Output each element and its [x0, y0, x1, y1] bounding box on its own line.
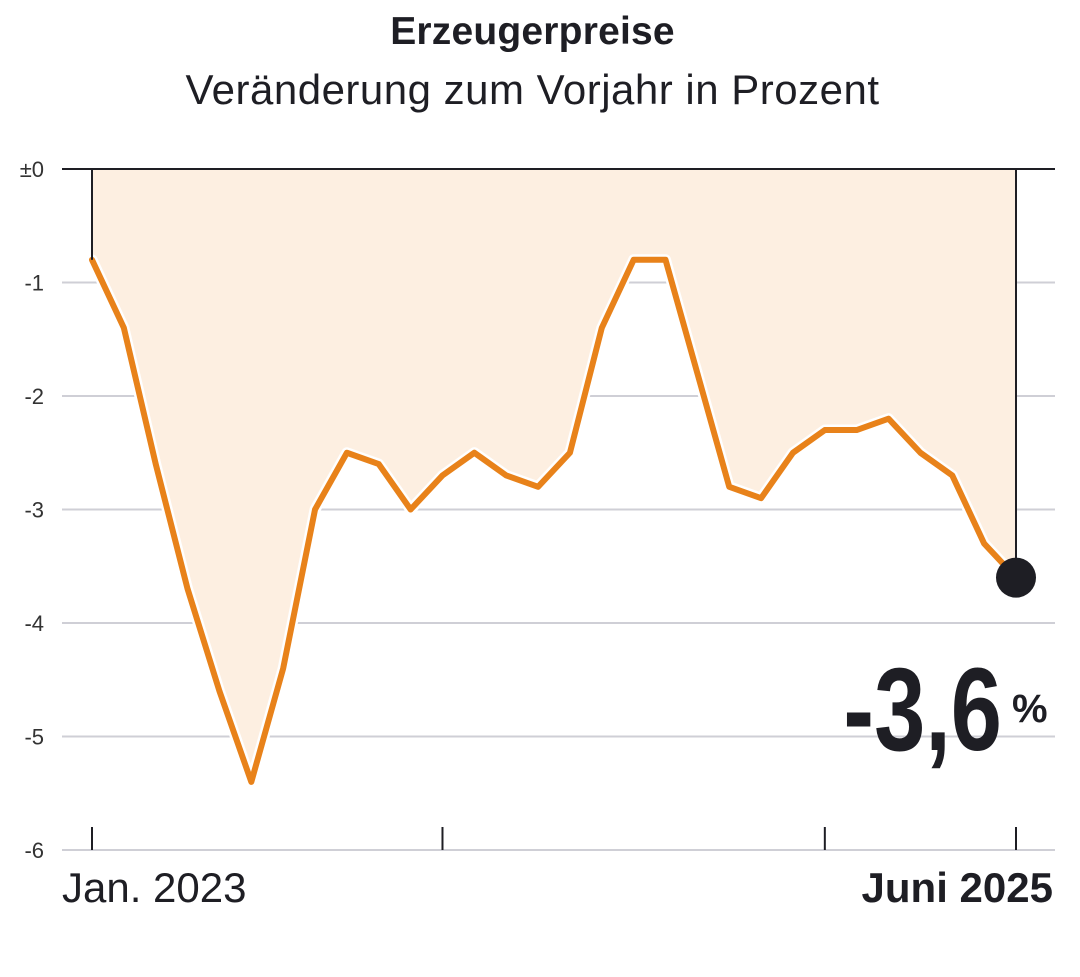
y-tick-label: -2: [24, 384, 44, 409]
series-line-path: [89, 256, 1019, 785]
callout-unit: %: [1012, 687, 1048, 731]
y-tick-label: ±0: [20, 157, 44, 182]
area-fill-shape: [92, 169, 1016, 782]
x-start-label: Jan. 2023: [62, 864, 247, 911]
value-callout: -3,6%: [843, 557, 1048, 776]
axis-labels: ±0 -1 -2 -3 -4 -5 -6 Jan. 2023 Juni 2025: [20, 157, 1053, 911]
chart-subtitle: Veränderung zum Vorjahr in Prozent: [185, 66, 880, 113]
y-tick-label: -4: [24, 611, 44, 636]
area-fill: [92, 169, 1016, 782]
axes: [62, 168, 1055, 851]
chart-title: Erzeugerpreise: [390, 10, 675, 53]
end-point-dot: [996, 557, 1036, 598]
x-end-label: Juni 2025: [862, 864, 1053, 911]
y-tick-label: -1: [24, 271, 44, 296]
callout-value: -3,6: [843, 644, 1002, 776]
series-line: [86, 254, 1022, 788]
y-tick-label: -6: [24, 838, 44, 863]
y-tick-label: -5: [24, 725, 44, 750]
y-tick-label: -3: [24, 498, 44, 523]
